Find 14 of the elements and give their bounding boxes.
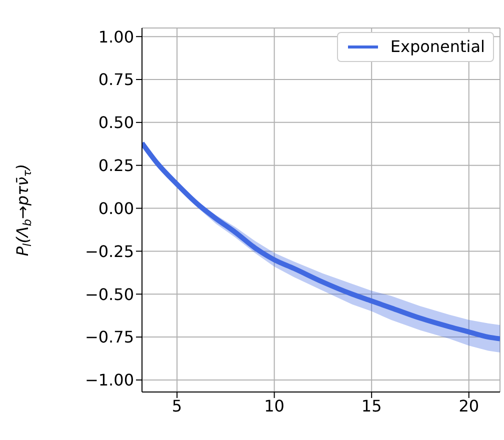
y-tick-label: 0.50 — [98, 113, 134, 132]
y-tick-label: 0.25 — [98, 156, 134, 176]
y-tick-label: −1.00 — [84, 370, 134, 390]
y-tick-label: −0.25 — [84, 242, 134, 261]
x-tick-label: 10 — [264, 396, 284, 416]
y-tick-label: −0.50 — [84, 284, 134, 304]
x-tick-label: 15 — [361, 396, 382, 416]
y-tick-label: 1.00 — [98, 27, 134, 46]
y-tick-label: 0.00 — [98, 198, 134, 218]
x-tick-label: 5 — [172, 396, 182, 416]
x-tick-label: 20 — [458, 396, 480, 416]
legend-label: Exponential — [390, 36, 485, 58]
y-tick-label: 0.75 — [98, 70, 134, 90]
y-tick-label: −0.75 — [84, 328, 134, 347]
